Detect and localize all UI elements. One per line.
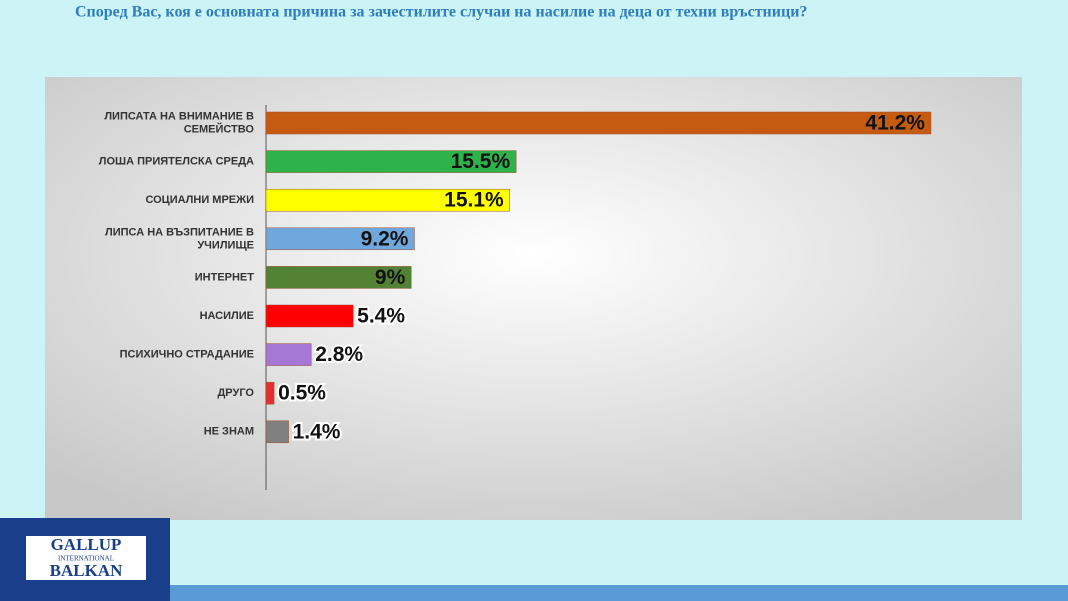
logo-text: GALLUP (51, 535, 122, 554)
bar (265, 111, 932, 135)
logo-text: BALKAN (50, 561, 123, 580)
category-label: ЛИПСАТА НА ВНИМАНИЕ В СЕМЕЙСТВО (104, 110, 254, 135)
logo-text: INTERNATIONAL (58, 555, 114, 563)
value-label: 2.8% (315, 343, 363, 366)
value-label: 1.4% (293, 420, 341, 443)
bar (265, 381, 275, 405)
category-label: НАСИЛИЕ (200, 310, 254, 322)
category-label: СОЦИАЛНИ МРЕЖИ (145, 194, 254, 206)
category-label: ПСИХИЧНО СТРАДАНИЕ (120, 349, 254, 361)
bar (265, 266, 412, 289)
value-label: 9.2% (361, 227, 409, 250)
category-label: ИНТЕРНЕТ (195, 271, 255, 283)
chart-title: Според Вас, коя е основната причина за з… (75, 4, 807, 21)
bar (265, 420, 289, 444)
category-label: ДРУГО (217, 387, 254, 399)
bar (265, 227, 415, 251)
value-label: 41.2% (865, 112, 925, 135)
bar (265, 150, 517, 173)
value-label: 0.5% (278, 382, 326, 405)
logo-plate (26, 536, 146, 580)
value-label: 15.5% (451, 150, 511, 173)
category-label: НЕ ЗНАМ (204, 426, 254, 438)
category-label: ЛИПСА НА ВЪЗПИТАНИЕ В УЧИЛИЩЕ (105, 226, 254, 251)
value-label: 15.1% (444, 189, 504, 212)
value-label: 9% (375, 266, 406, 289)
footer-stripe (170, 585, 1068, 601)
value-label: 5.4% (357, 305, 405, 328)
bar (265, 343, 312, 366)
bar (265, 304, 354, 328)
category-label: ЛОША ПРИЯТЕЛСКА СРЕДА (99, 156, 254, 168)
bar (265, 188, 510, 212)
chart-panel (45, 77, 1022, 520)
